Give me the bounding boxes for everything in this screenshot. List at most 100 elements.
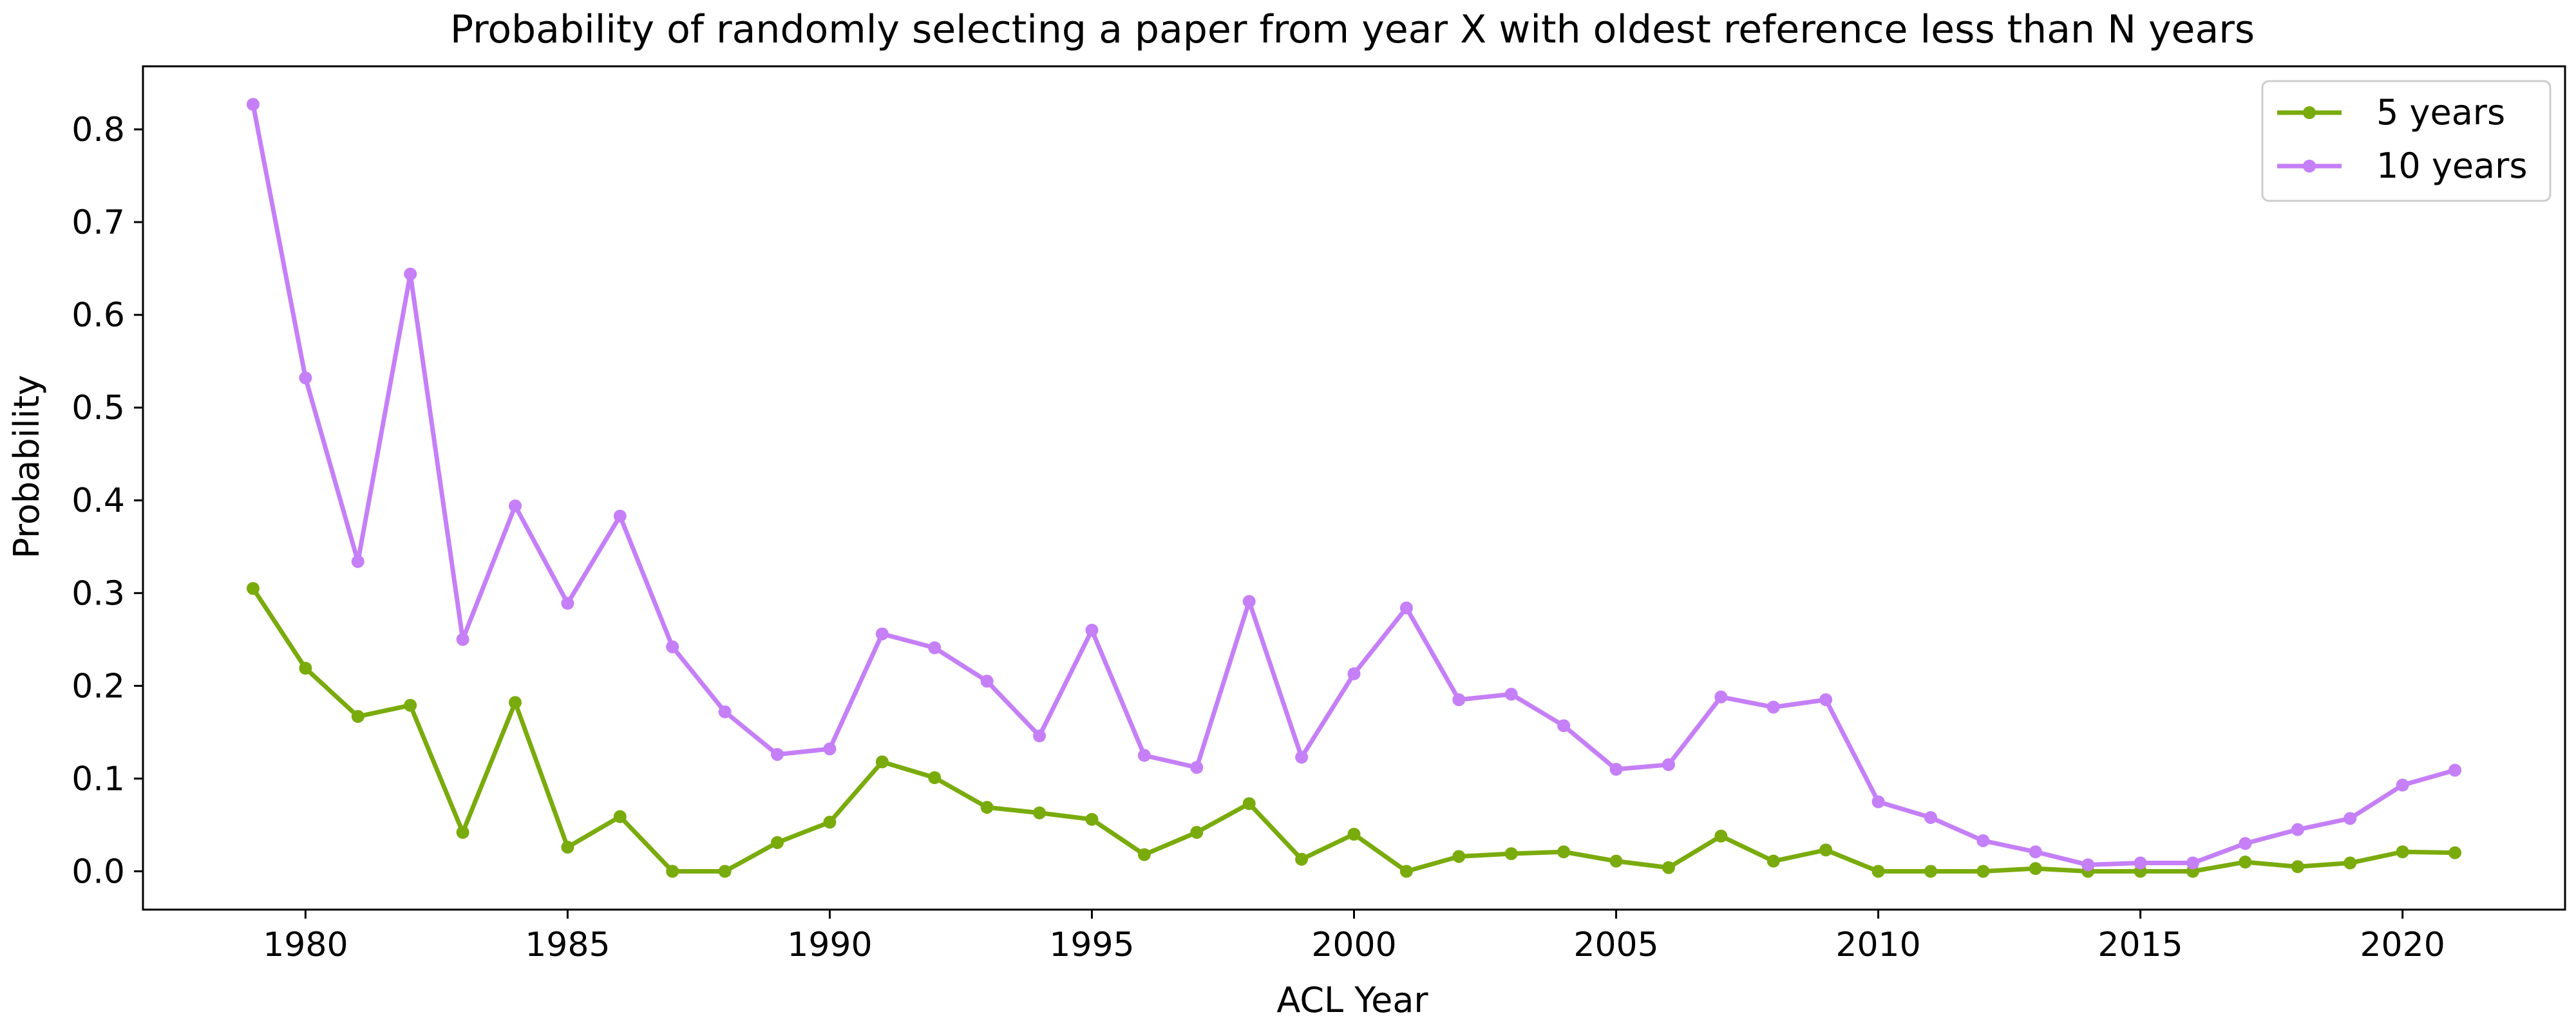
data-point — [928, 641, 942, 655]
chart-title: Probability of randomly selecting a pape… — [450, 7, 2255, 52]
legend-marker — [2303, 106, 2316, 119]
data-point — [561, 841, 574, 854]
data-point — [1871, 795, 1885, 809]
data-point — [1766, 854, 1780, 868]
x-tick-label: 1995 — [1049, 926, 1134, 964]
data-point — [1347, 827, 1361, 841]
data-point — [1033, 729, 1046, 743]
data-point — [666, 640, 679, 653]
x-tick-label: 2005 — [1573, 926, 1658, 964]
data-point — [2029, 862, 2042, 876]
x-tick-label: 1985 — [525, 926, 610, 964]
y-tick-label: 0.4 — [71, 482, 125, 520]
data-point — [875, 755, 889, 769]
plot-frame — [142, 65, 2566, 911]
data-point — [1085, 623, 1099, 637]
data-point — [1504, 847, 1518, 861]
data-point — [1137, 848, 1151, 861]
data-point — [613, 509, 627, 523]
data-point — [1452, 850, 1466, 863]
data-point — [508, 696, 522, 709]
series-10-years — [246, 98, 2462, 872]
data-point — [2448, 763, 2462, 777]
data-point — [1924, 810, 1937, 824]
data-point — [1137, 749, 1151, 762]
y-tick-label: 0.5 — [71, 389, 125, 427]
y-tick-label: 0.0 — [71, 853, 125, 892]
data-point — [2186, 856, 2200, 870]
data-point — [1190, 825, 1204, 839]
data-point — [246, 582, 260, 595]
data-point — [1714, 829, 1728, 843]
x-tick-label: 1990 — [787, 926, 872, 964]
y-axis-label: Probability — [6, 375, 47, 558]
y-tick-label: 0.3 — [71, 574, 125, 613]
data-point — [718, 865, 732, 878]
x-axis: 1980 1985 1990 1995 2000 2005 2010 2015 2020 — [263, 910, 2445, 964]
data-point — [823, 816, 837, 829]
series-line — [251, 102, 2458, 867]
data-point — [2134, 856, 2147, 870]
data-point — [456, 633, 469, 646]
data-point — [1033, 806, 1046, 819]
data-point — [561, 597, 574, 610]
data-point — [1295, 852, 1309, 866]
x-tick-label: 2000 — [1311, 926, 1396, 964]
legend-item: 10 years — [2277, 145, 2527, 186]
data-point — [299, 371, 312, 385]
data-point — [718, 705, 732, 718]
data-point — [1557, 845, 1571, 859]
data-point — [1399, 601, 1413, 615]
data-point — [1609, 763, 1623, 776]
x-tick-label: 1980 — [263, 926, 348, 964]
y-axis: 0.0 0.1 0.2 0.3 0.4 0.5 0.6 0.7 0.8 — [71, 111, 143, 892]
data-point — [666, 865, 679, 878]
data-point — [1766, 700, 1780, 714]
data-point — [2291, 860, 2304, 874]
data-point — [508, 499, 522, 512]
data-point — [1924, 865, 1937, 878]
data-point — [2291, 823, 2304, 836]
data-point — [1609, 854, 1623, 868]
data-point — [2029, 845, 2042, 859]
data-point — [1714, 690, 1728, 704]
data-point — [1557, 719, 1571, 733]
data-point — [2239, 837, 2252, 850]
data-point — [823, 742, 837, 756]
data-point — [456, 825, 469, 839]
data-point — [1452, 693, 1466, 706]
data-point — [1662, 861, 1675, 874]
legend-label: 5 years — [2376, 92, 2505, 133]
data-point — [351, 555, 365, 568]
data-point — [1295, 751, 1309, 764]
data-point — [351, 709, 365, 723]
data-point — [1819, 843, 1833, 857]
y-tick-label: 0.8 — [71, 111, 125, 149]
data-point — [928, 771, 942, 784]
data-point — [1662, 758, 1675, 771]
y-tick-label: 0.6 — [71, 296, 125, 335]
data-point — [980, 675, 994, 688]
x-axis-label: ACL Year — [1276, 980, 1428, 1020]
y-tick-label: 0.1 — [71, 760, 125, 798]
data-point — [1819, 693, 1833, 706]
data-point — [246, 98, 260, 111]
legend-marker — [2303, 160, 2316, 173]
data-point — [1085, 812, 1099, 826]
series-layer — [246, 98, 2462, 878]
data-point — [2081, 858, 2095, 872]
data-point — [404, 267, 417, 281]
data-point — [2344, 812, 2357, 825]
data-point — [2239, 856, 2252, 869]
data-point — [1190, 761, 1204, 774]
data-point — [980, 801, 994, 814]
data-point — [613, 810, 627, 823]
x-tick-label: 2015 — [2098, 926, 2183, 964]
data-point — [1242, 595, 1256, 608]
data-point — [1242, 797, 1256, 810]
data-point — [771, 747, 784, 761]
plot-area — [142, 65, 2566, 911]
legend-label: 10 years — [2376, 145, 2527, 186]
